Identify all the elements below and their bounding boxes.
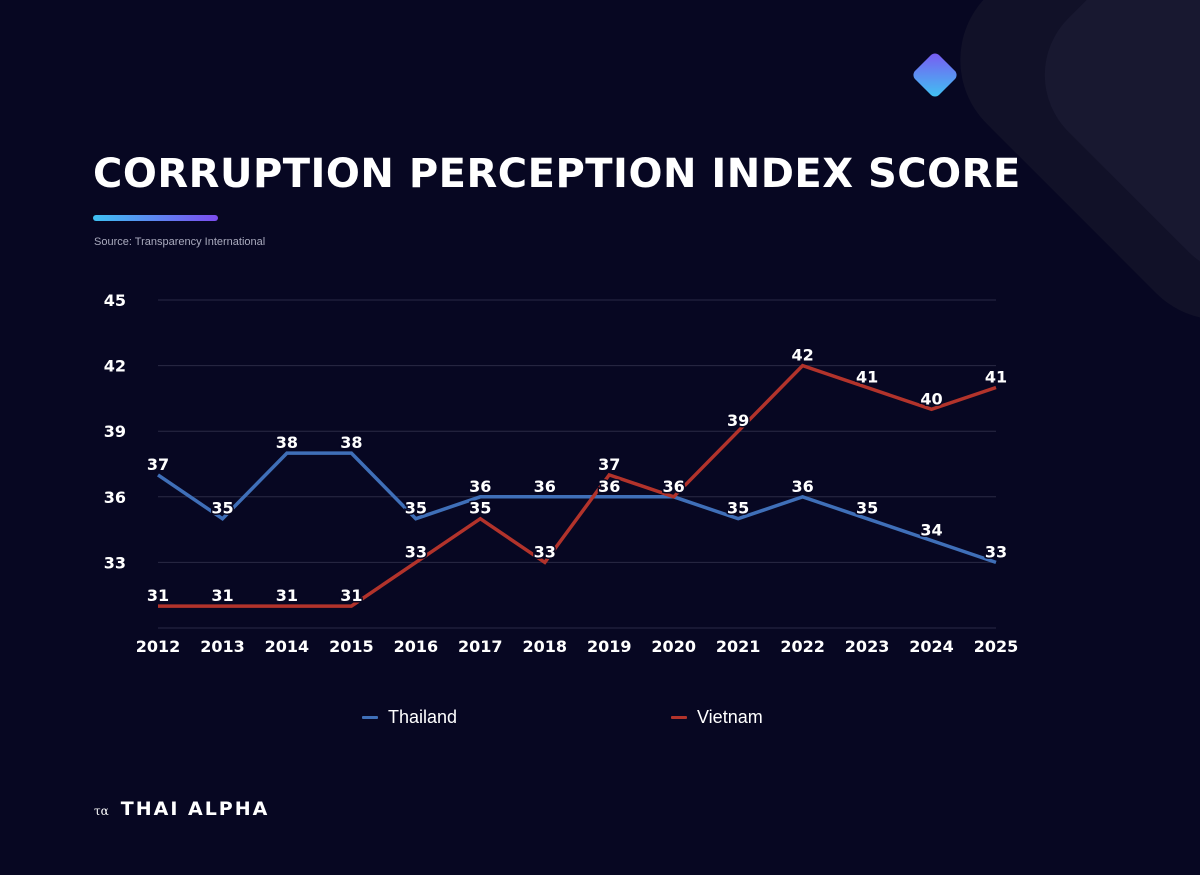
series-line-vietnam: [158, 363, 997, 608]
data-label-vietnam: 33: [405, 542, 427, 561]
data-label-thailand: 34: [920, 521, 942, 540]
y-tick-label: 33: [104, 553, 126, 572]
x-axis-ticks: 2012 2013 2014 2015 2016 2017 2018 2019 2020 2021…: [136, 637, 1019, 656]
data-label-thailand: 36: [791, 477, 813, 496]
data-label-thailand: 36: [663, 477, 685, 496]
data-label-thailand: 38: [340, 433, 362, 452]
data-label-vietnam: 33: [534, 542, 556, 561]
data-label-vietnam: 41: [985, 367, 1007, 386]
legend-item-vietnam: Vietnam: [671, 707, 763, 728]
x-tick-label: 2013: [200, 637, 245, 656]
x-tick-label: 2012: [136, 637, 181, 656]
y-tick-label: 42: [104, 357, 126, 376]
legend-label-thailand: Thailand: [388, 707, 458, 727]
data-label-vietnam: 31: [276, 586, 298, 605]
data-label-vietnam: 35: [469, 499, 491, 518]
x-tick-label: 2018: [523, 637, 568, 656]
data-label-thailand: 38: [276, 433, 298, 452]
data-label-vietnam: 36: [663, 477, 685, 496]
x-tick-label: 2016: [394, 637, 439, 656]
data-label-thailand: 36: [469, 477, 491, 496]
y-tick-label: 36: [104, 488, 126, 507]
data-label-vietnam: 39: [727, 411, 749, 430]
data-labels: 37 35 38 38 35 36 36 36 36 35 36 35 34 33 31 31 31 31 33 35…: [145, 344, 1008, 607]
data-label-thailand: 35: [211, 499, 233, 518]
legend-label-vietnam: Vietnam: [697, 707, 763, 727]
brand-logo: τα THAI ALPHA: [94, 798, 269, 820]
diamond-logo-icon: [913, 53, 957, 97]
data-label-vietnam: 31: [147, 586, 169, 605]
data-label-thailand: 35: [727, 499, 749, 518]
legend-swatch-vietnam: [671, 716, 687, 719]
x-tick-label: 2017: [458, 637, 503, 656]
title-accent-bar: [93, 215, 218, 221]
x-tick-label: 2023: [845, 637, 890, 656]
data-label-thailand: 35: [405, 499, 427, 518]
data-label-thailand: 36: [598, 477, 620, 496]
y-tick-label: 39: [104, 422, 126, 441]
source-note: Source: Transparency International: [94, 236, 266, 248]
data-label-vietnam: 41: [856, 367, 878, 386]
page-title: CORRUPTION PERCEPTION INDEX SCORE: [93, 151, 1021, 197]
x-tick-label: 2019: [587, 637, 632, 656]
y-tick-label: 45: [104, 291, 126, 310]
x-tick-label: 2014: [265, 637, 310, 656]
data-label-vietnam: 37: [598, 455, 620, 474]
x-tick-label: 2025: [974, 637, 1019, 656]
x-tick-label: 2024: [909, 637, 954, 656]
background-shape-inner: [1044, 0, 1200, 276]
brand-name: THAI ALPHA: [120, 798, 270, 820]
data-label-thailand: 35: [856, 499, 878, 518]
data-label-vietnam: 31: [340, 586, 362, 605]
background-shape-outer: [960, 0, 1200, 320]
x-tick-label: 2022: [780, 637, 825, 656]
data-label-thailand: 37: [147, 455, 169, 474]
grid-layer: [158, 299, 996, 629]
x-tick-label: 2015: [329, 637, 374, 656]
data-label-vietnam: 42: [791, 346, 813, 365]
x-tick-label: 2020: [651, 637, 696, 656]
data-label-vietnam: 40: [920, 389, 942, 408]
x-tick-label: 2021: [716, 637, 761, 656]
legend-swatch-thailand: [362, 716, 378, 719]
data-label-thailand: 36: [534, 477, 556, 496]
brand-mark-icon: τα: [94, 804, 109, 818]
series-line-thailand: [157, 451, 997, 565]
series-lines: [157, 363, 997, 608]
data-label-thailand: 33: [985, 542, 1007, 561]
y-axis-ticks: 33 36 39 42 45: [104, 291, 126, 572]
legend-item-thailand: Thailand: [362, 707, 457, 728]
data-label-vietnam: 31: [211, 586, 233, 605]
